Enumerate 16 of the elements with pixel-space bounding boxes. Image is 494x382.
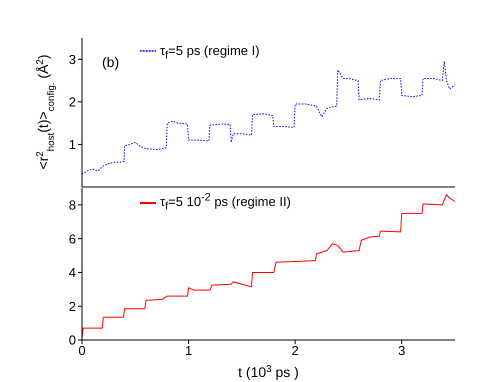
y-tick-label: 4 [68,265,76,280]
y-tick-label: 1 [68,137,76,152]
annotation: (b) [102,54,120,70]
x-tick-label: 2 [292,343,299,358]
legend-label: τ$_{f}$=5 ps (regime I) [160,43,260,62]
y-tick-label: 0 [68,332,76,348]
y-tick-label: 2 [68,94,76,110]
legend-label: τ$_{f}$=5 10$^{-2}$ ps (regime II) [160,192,291,213]
y-tick-label: 3 [68,52,76,67]
x-tick-label: 1 [184,343,192,358]
x-axis-title: t (10$^{3}$ ps ) [238,364,299,380]
y-tick-label: 2 [68,298,76,314]
y-tick-label: 8 [68,198,76,213]
y-tick-label: 6 [68,231,76,246]
x-tick-label: 0 [78,343,86,358]
x-tick-label: 3 [398,343,406,358]
